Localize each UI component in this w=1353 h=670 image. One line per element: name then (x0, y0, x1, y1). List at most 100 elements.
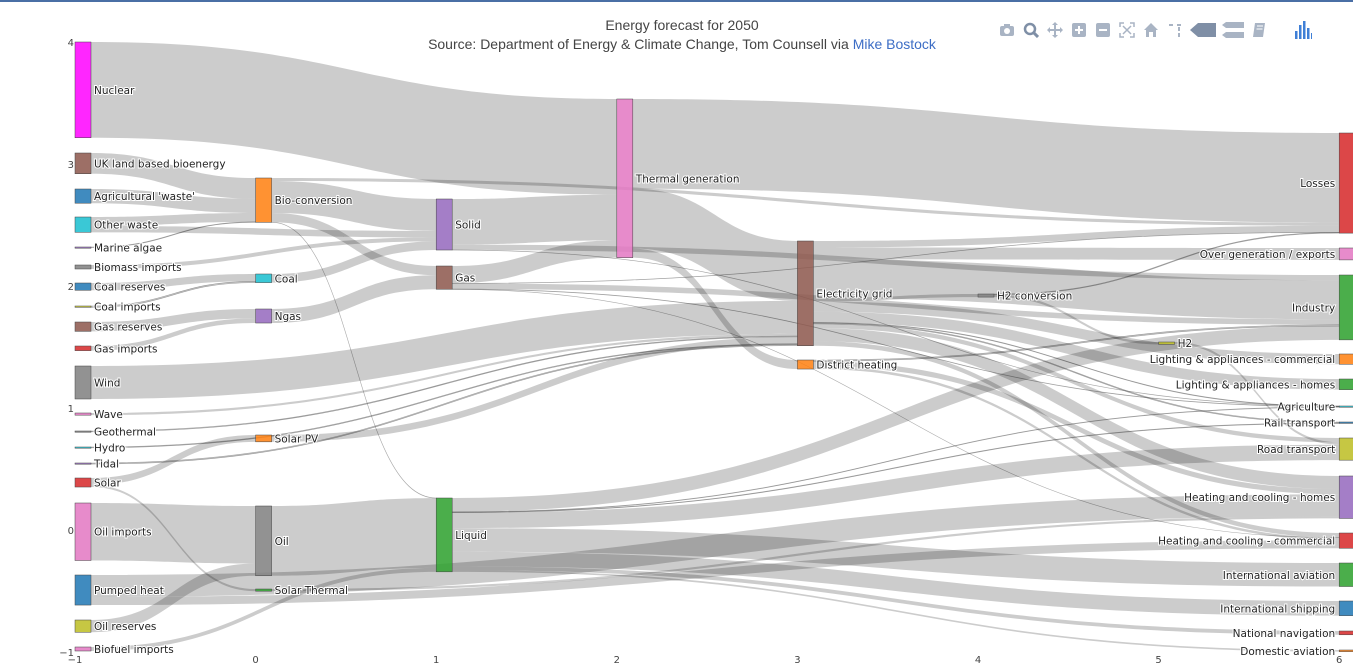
sankey-link[interactable] (452, 570, 1340, 652)
sankey-link[interactable] (91, 540, 1340, 606)
edit-icon[interactable] (1250, 21, 1268, 39)
sankey-node[interactable] (1338, 475, 1353, 519)
sankey-node[interactable] (1338, 421, 1353, 424)
sankey-node[interactable] (616, 98, 634, 258)
sankey-node[interactable] (1338, 132, 1353, 234)
sankey-link[interactable] (813, 323, 1340, 443)
sankey-link[interactable] (91, 189, 256, 213)
sankey-node[interactable] (74, 216, 92, 233)
sankey-link[interactable] (91, 153, 256, 199)
sankey-node[interactable] (435, 198, 453, 251)
sankey-node[interactable] (74, 188, 92, 204)
sankey-node[interactable] (977, 293, 995, 298)
sankey-link[interactable] (813, 366, 1340, 541)
sankey-link[interactable] (813, 294, 978, 302)
autoscale-icon[interactable] (1118, 21, 1136, 39)
sankey-node[interactable] (797, 359, 814, 370)
sankey-link[interactable] (632, 99, 1340, 223)
sankey-node[interactable] (74, 430, 92, 433)
sankey-node[interactable] (74, 412, 92, 416)
spike-lines-icon[interactable] (1166, 21, 1184, 39)
sankey-link[interactable] (271, 181, 437, 231)
camera-icon[interactable] (998, 21, 1016, 39)
sankey-node[interactable] (74, 152, 92, 174)
sankey-link[interactable] (271, 498, 437, 576)
sankey-node[interactable] (74, 264, 92, 270)
sankey-link[interactable] (452, 194, 617, 245)
sankey-link[interactable] (452, 528, 1340, 587)
sankey-link[interactable] (91, 237, 437, 269)
zoom-out-icon[interactable] (1094, 21, 1112, 39)
sankey-link[interactable] (813, 311, 1340, 390)
sankey-node[interactable] (435, 265, 453, 290)
sankey-link[interactable] (91, 274, 256, 291)
sankey-link[interactable] (452, 326, 1340, 512)
sankey-node[interactable] (1338, 562, 1353, 587)
sankey-node[interactable] (74, 574, 92, 606)
plotly-logo-icon[interactable] (1294, 21, 1312, 39)
zoom-icon[interactable] (1022, 21, 1040, 39)
sankey-link[interactable] (91, 494, 1340, 598)
sankey-link[interactable] (452, 240, 617, 284)
hover-closest-icon[interactable] (1190, 21, 1216, 39)
sankey-link[interactable] (271, 516, 1340, 592)
sankey-node[interactable] (74, 345, 92, 351)
sankey-node[interactable] (74, 619, 92, 633)
sankey-link[interactable] (271, 213, 437, 276)
sankey-node[interactable] (1338, 437, 1353, 461)
sankey-link[interactable] (813, 247, 1340, 260)
sankey-node[interactable] (255, 434, 272, 443)
sankey-node[interactable] (1338, 532, 1353, 549)
sankey-link[interactable] (452, 244, 1340, 281)
sankey-link[interactable] (452, 283, 1340, 325)
pan-icon[interactable] (1046, 21, 1064, 39)
sankey-link[interactable] (91, 503, 256, 564)
source-link[interactable]: Mike Bostock (852, 36, 936, 52)
sankey-node[interactable] (255, 308, 272, 324)
sankey-node[interactable] (255, 273, 272, 283)
sankey-link[interactable] (91, 42, 617, 195)
sankey-link[interactable] (271, 275, 437, 324)
sankey-node[interactable] (74, 282, 92, 291)
sankey-node[interactable] (1158, 341, 1175, 345)
sankey-node[interactable] (255, 588, 272, 592)
sankey-link[interactable] (452, 444, 1340, 529)
sankey-link[interactable] (271, 178, 1340, 226)
sankey-node[interactable] (74, 477, 92, 488)
sankey-link[interactable] (91, 309, 256, 332)
sankey-node[interactable] (74, 446, 92, 449)
sankey-node[interactable] (797, 240, 814, 346)
sankey-node[interactable] (1338, 378, 1353, 390)
sankey-link[interactable] (452, 551, 1340, 616)
sankey-link[interactable] (91, 225, 437, 238)
sankey-node[interactable] (1338, 405, 1353, 408)
sankey-node[interactable] (1338, 600, 1353, 616)
sankey-link[interactable] (813, 328, 1340, 489)
sankey-node[interactable] (74, 502, 92, 561)
sankey-link[interactable] (91, 435, 256, 485)
sankey-link[interactable] (632, 248, 798, 370)
sankey-link[interactable] (91, 300, 798, 399)
sankey-link[interactable] (1174, 342, 1340, 445)
sankey-link[interactable] (813, 301, 1340, 365)
home-icon[interactable] (1142, 21, 1160, 39)
sankey-link[interactable] (813, 259, 1340, 320)
sankey-node[interactable] (255, 505, 272, 577)
sankey-node[interactable] (74, 41, 92, 139)
sankey-link[interactable] (91, 484, 256, 592)
sankey-link[interactable] (91, 567, 437, 651)
sankey-node[interactable] (74, 646, 92, 652)
sankey-link[interactable] (91, 563, 256, 633)
sankey-link[interactable] (91, 318, 256, 351)
sankey-link[interactable] (91, 212, 256, 226)
sankey-link[interactable] (271, 241, 437, 283)
sankey-link[interactable] (813, 225, 1340, 248)
sankey-node[interactable] (1338, 247, 1353, 261)
sankey-link[interactable] (813, 341, 1340, 538)
sankey-link[interactable] (813, 361, 1340, 495)
sankey-node[interactable] (74, 321, 92, 332)
sankey-link[interactable] (632, 188, 798, 301)
sankey-node[interactable] (74, 246, 92, 249)
sankey-link[interactable] (91, 333, 798, 416)
sankey-node[interactable] (1338, 630, 1353, 636)
